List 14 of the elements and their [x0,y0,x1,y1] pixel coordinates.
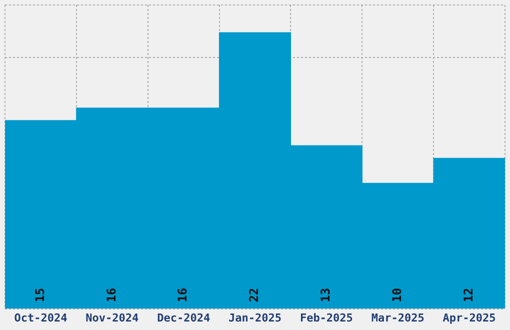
x-tick-label: Feb-2025 [300,311,353,324]
data-label: 22 [247,288,262,302]
data-label: 12 [461,288,476,302]
data-label: 15 [32,288,47,302]
data-label: 16 [176,288,190,302]
data-label: 13 [318,288,333,302]
x-tick-label: Oct-2024 [14,311,68,324]
x-tick-label: Apr-2025 [442,311,496,324]
data-label: 10 [390,288,404,302]
x-tick-label: Nov-2024 [86,311,140,324]
x-tick-label: Dec-2024 [157,311,210,324]
x-tick-label: Mar-2025 [371,311,424,324]
x-tick-label: Jan-2025 [228,311,282,324]
data-label: 16 [104,288,118,302]
